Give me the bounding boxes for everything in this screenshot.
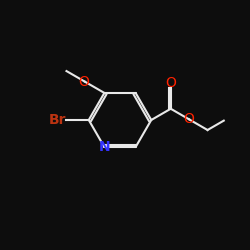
Text: N: N	[98, 140, 110, 154]
Text: O: O	[78, 75, 89, 89]
Text: O: O	[184, 112, 194, 126]
Text: Br: Br	[49, 113, 67, 127]
Text: O: O	[165, 76, 176, 90]
